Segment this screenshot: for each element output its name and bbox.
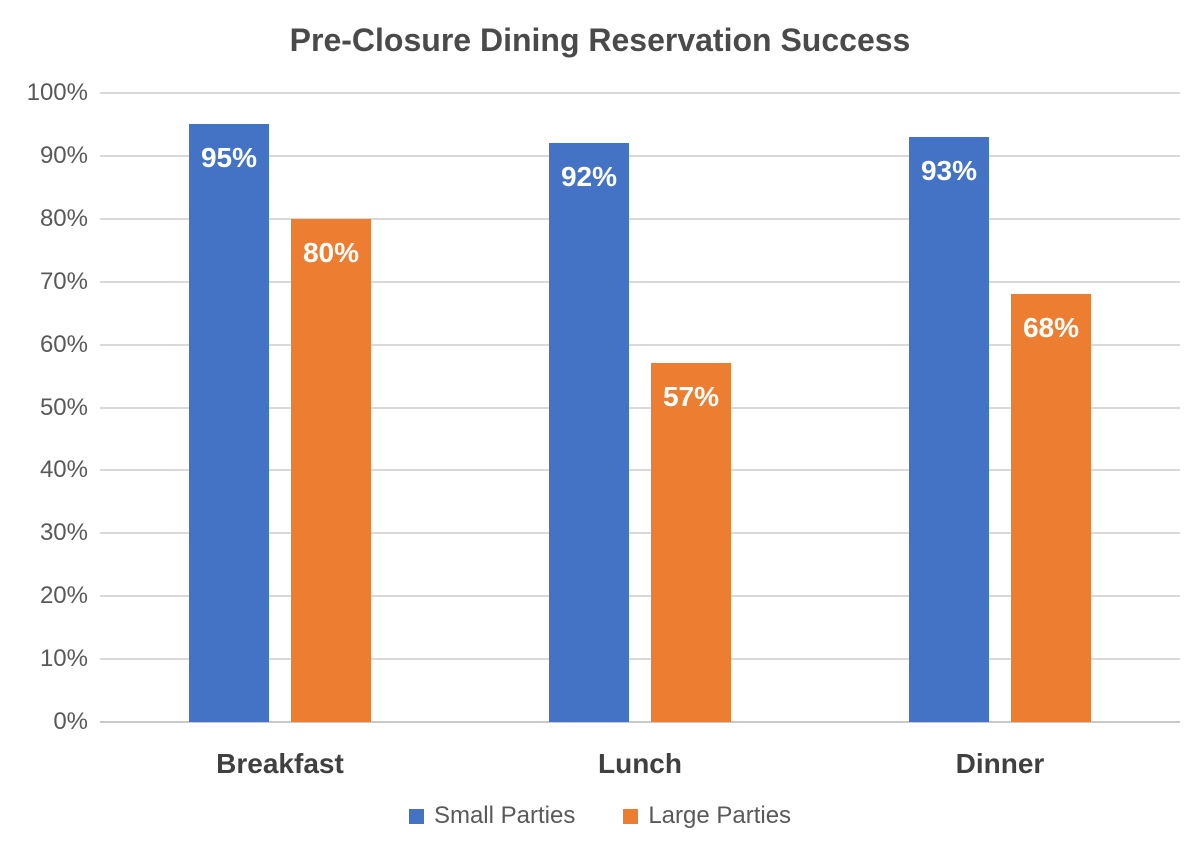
bar-small-parties-lunch: 92% [549,143,629,722]
x-category-label-dinner: Dinner [955,748,1045,779]
y-tick-label: 20% [39,582,88,610]
y-tick-label: 70% [39,267,88,295]
y-tick-label: 60% [39,330,88,358]
y-tick-label: 90% [39,141,88,169]
gridline [100,280,1180,283]
bar-value-label: 80% [302,236,360,268]
gridline [100,469,1180,472]
y-tick-label: 30% [39,519,88,547]
y-tick-label: 50% [39,393,88,421]
legend-item-small-parties: Small Parties [408,802,576,830]
bar-large-parties-lunch: 57% [651,363,731,722]
gridline [100,658,1180,661]
bar-value-label: 95% [200,142,258,174]
bar-value-label: 68% [1022,312,1080,344]
legend-marker-large-parties [623,808,639,824]
gridline [100,154,1180,157]
y-tick-label: 40% [39,456,88,484]
x-axis-line [100,721,1180,723]
legend-label: Large Parties [648,802,792,829]
legend-item-large-parties: Large Parties [623,802,791,830]
y-tick-label: 10% [39,645,88,673]
gridline [100,532,1180,535]
gridline [100,595,1180,598]
bar-small-parties-breakfast: 95% [189,124,269,722]
bar-large-parties-dinner: 68% [1011,294,1091,722]
gridline [100,343,1180,346]
chart-title: Pre-Closure Dining Reservation Success [289,22,911,58]
bar-small-parties-dinner: 93% [909,137,989,722]
legend: Small Parties Large Parties [0,802,1200,830]
legend-label: Small Parties [433,802,576,829]
gridline [100,92,1180,94]
y-tick-label: 100% [26,79,88,106]
x-category-label-breakfast: Breakfast [216,748,344,779]
legend-marker-small-parties [408,808,424,824]
bar-value-label: 92% [560,161,618,193]
bar-value-label: 57% [662,381,720,413]
x-category-label-lunch: Lunch [598,748,682,779]
gridline [100,406,1180,409]
y-tick-label: 80% [39,204,88,232]
y-tick-label: 0% [53,708,88,735]
bar-value-label: 93% [920,155,978,187]
bar-large-parties-breakfast: 80% [291,218,371,722]
gridline [100,217,1180,220]
